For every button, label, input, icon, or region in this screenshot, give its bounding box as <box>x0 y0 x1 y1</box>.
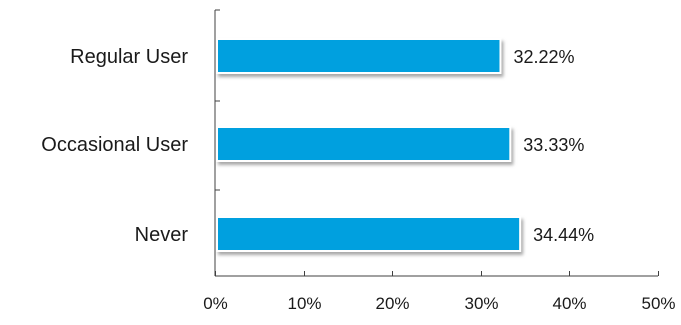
axes <box>214 9 659 277</box>
x-tick-label: 40% <box>552 294 586 313</box>
bar <box>216 38 502 74</box>
data-label: 33.33% <box>523 135 584 155</box>
data-label: 34.44% <box>533 225 594 245</box>
bar <box>216 126 512 162</box>
category-label: Regular User <box>70 46 188 68</box>
x-tick-label: 10% <box>287 294 321 313</box>
bars <box>216 38 522 252</box>
x-tick-label: 50% <box>641 294 675 313</box>
x-tick-label: 30% <box>464 294 498 313</box>
x-tick-label: 0% <box>203 294 228 313</box>
bar <box>216 216 522 252</box>
labels: 0% 10% 20% 30% 40% 50% Regular User 32.22% Occas… <box>41 46 675 313</box>
category-label: Occasional User <box>41 134 188 156</box>
category-label: Never <box>135 224 189 246</box>
x-tick-label: 20% <box>375 294 409 313</box>
data-label: 32.22% <box>513 47 574 67</box>
